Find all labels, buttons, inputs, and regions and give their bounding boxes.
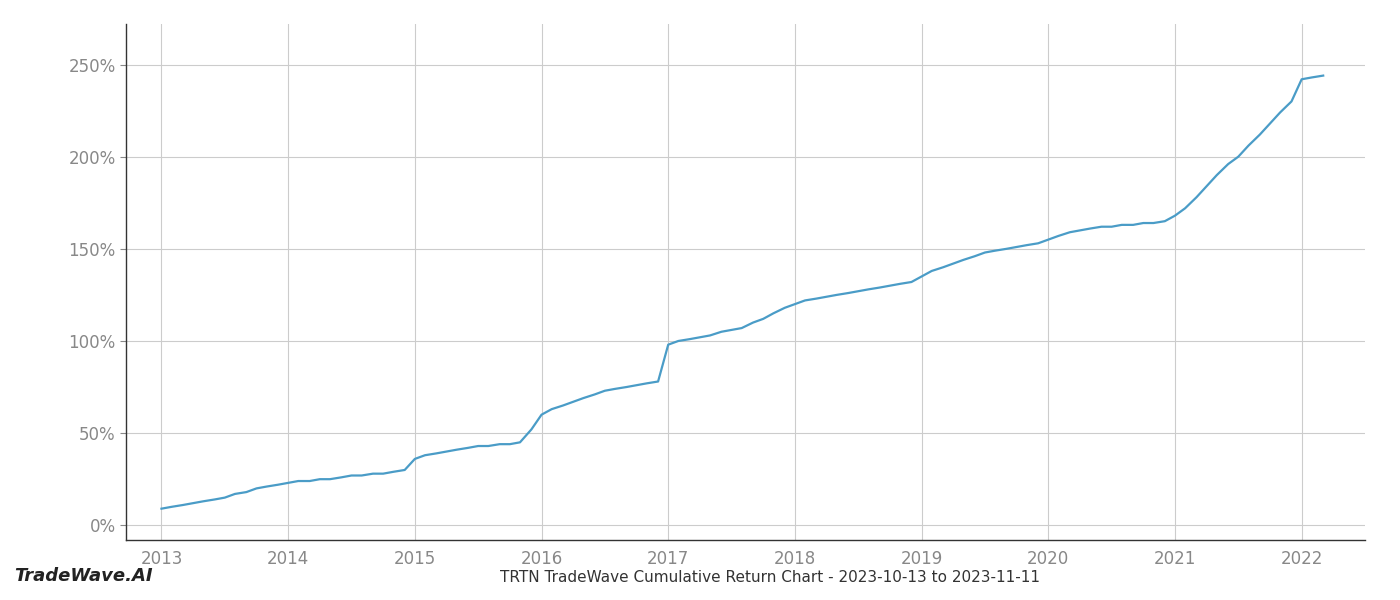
Text: TradeWave.AI: TradeWave.AI xyxy=(14,567,153,585)
Text: TRTN TradeWave Cumulative Return Chart - 2023-10-13 to 2023-11-11: TRTN TradeWave Cumulative Return Chart -… xyxy=(500,570,1040,585)
